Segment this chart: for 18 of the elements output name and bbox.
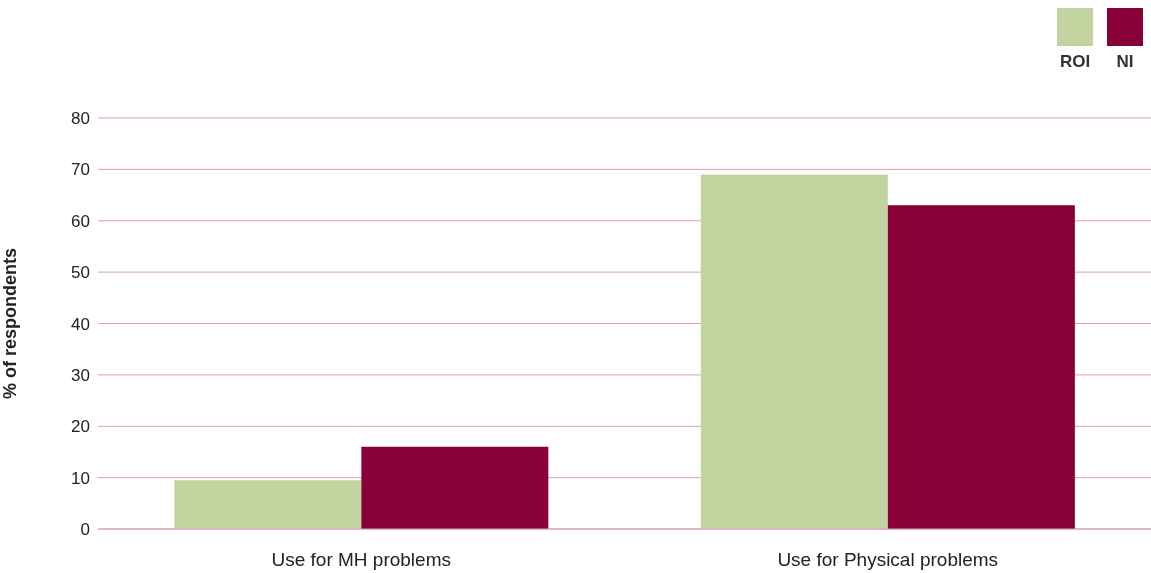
y-tick-label: 10 xyxy=(71,468,90,488)
y-tick-label: 0 xyxy=(80,520,90,540)
y-tick-label: 80 xyxy=(71,109,90,129)
legend-label: ROI xyxy=(1059,52,1091,72)
y-tick-label: 30 xyxy=(71,365,90,385)
y-tick-label: 70 xyxy=(71,160,90,180)
x-tick-label: Use for Physical problems xyxy=(777,549,999,571)
legend-label: NI xyxy=(1116,52,1134,72)
y-tick-label: 50 xyxy=(71,263,90,283)
x-tick-label: Use for MH problems xyxy=(271,549,451,571)
bar xyxy=(174,480,362,529)
bar xyxy=(887,205,1075,529)
bar xyxy=(361,446,549,529)
y-tick-label: 40 xyxy=(71,314,90,334)
y-tick-label: 60 xyxy=(71,211,90,231)
y-axis-title: % of respondents xyxy=(0,247,21,400)
bar xyxy=(700,174,888,529)
y-tick-label: 20 xyxy=(71,417,90,437)
